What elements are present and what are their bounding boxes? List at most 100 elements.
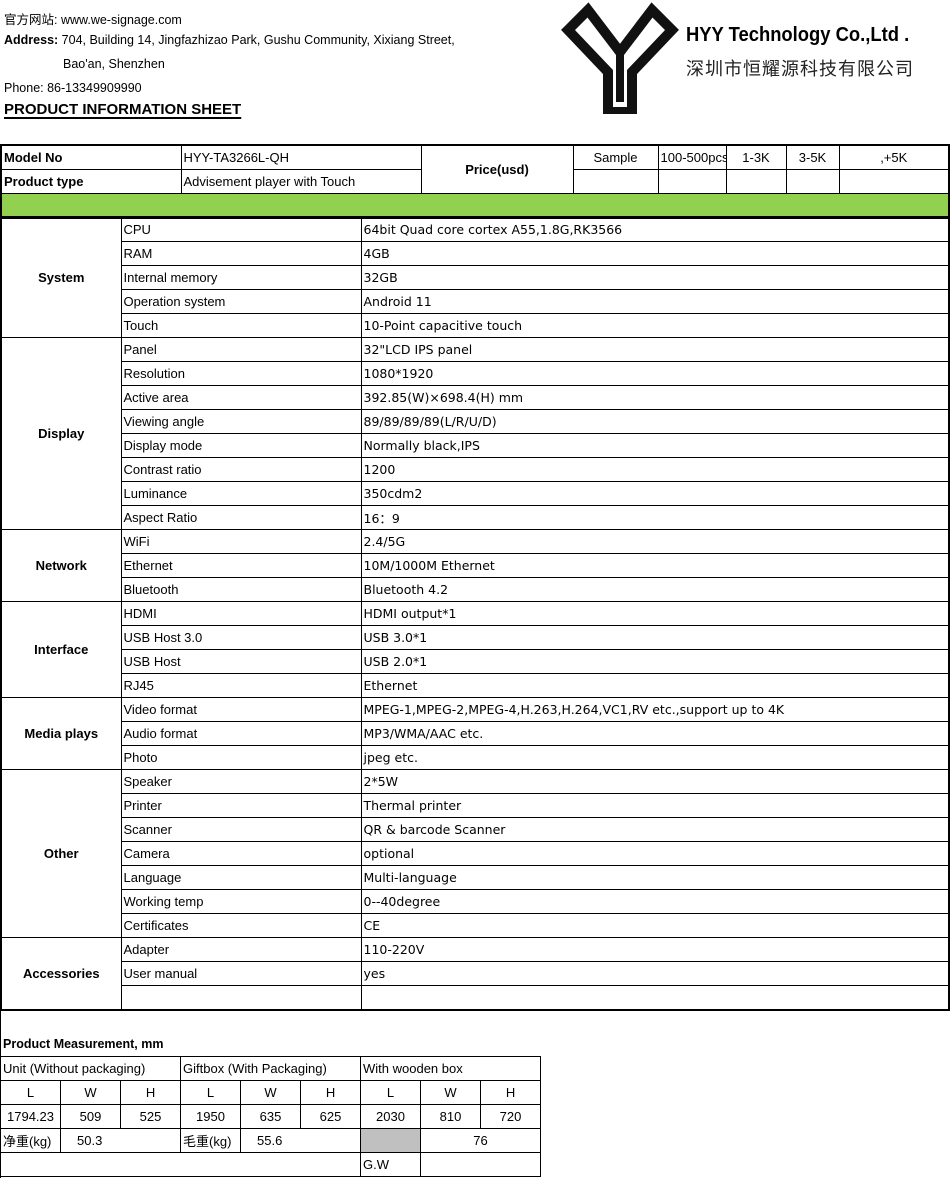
spec-value: 1200: [360, 457, 950, 482]
website-link[interactable]: www.we-signage.com: [60, 13, 182, 27]
spec-value: 2.4/5G: [360, 529, 950, 554]
spec-label: Working temp: [120, 889, 362, 914]
company-name-cn: 深圳市恒耀源科技有限公司: [686, 59, 914, 79]
spec-row: Display mode Normally black,IPS: [1, 433, 950, 458]
group-header: Giftbox (With Packaging): [180, 1056, 362, 1081]
spec-label: Speaker: [120, 769, 362, 794]
spec-label: Video format: [120, 697, 362, 722]
spec-row: System CPU 64bit Quad core cortex A55,1.8G…: [0, 216, 950, 338]
company-logo: [561, 2, 679, 114]
spec-label: Camera: [120, 841, 362, 866]
price-cell: [725, 169, 787, 194]
price-tier: 3-5K: [785, 144, 840, 170]
spec-label: Certificates: [120, 913, 362, 938]
spec-value: 16：9: [360, 505, 950, 530]
spec-row: Language Multi-language: [1, 865, 950, 890]
spec-label: RAM: [120, 241, 362, 266]
dimension-header: L: [0, 1080, 61, 1105]
dimension-value: 720: [480, 1104, 542, 1129]
spec-row: Active area 392.85(W)×698.4(H) mm: [1, 385, 950, 410]
spec-value: HDMI output*1: [360, 601, 950, 626]
spec-row: Working temp 0--40degree: [1, 889, 950, 914]
spec-row: RAM 4GB: [1, 241, 950, 266]
dimension-value: 635: [240, 1104, 302, 1129]
spec-value: 32"LCD IPS panel: [360, 337, 950, 362]
spec-value: 4GB: [360, 241, 950, 266]
section-band: [0, 193, 950, 219]
spec-row: Display Panel 32"LCD IPS panel: [0, 337, 950, 530]
spec-value: 64bit Quad core cortex A55,1.8G,RK3566: [360, 216, 950, 242]
spec-label: HDMI: [120, 601, 362, 626]
spec-table: System CPU 64bit Quad core cortex A55,1.8G…: [0, 216, 950, 1011]
price-cell: [838, 169, 950, 194]
page-title: PRODUCT INFORMATION SHEET: [4, 101, 242, 118]
spec-label: Printer: [120, 793, 362, 818]
spec-label: Active area: [120, 385, 362, 410]
price-tier: 1-3K: [725, 144, 787, 170]
spec-category: Network: [0, 529, 122, 602]
dimension-header: W: [420, 1080, 482, 1105]
net-weight-label: 净重(kg): [0, 1128, 61, 1153]
spec-row: Luminance 350cdm2: [1, 481, 950, 506]
spec-value: 10-Point capacitive touch: [360, 313, 950, 338]
spec-row: Interface HDMI HDMI output*1: [0, 601, 950, 698]
website-label: 官方网站:: [4, 13, 58, 27]
address-label: Address:: [4, 33, 59, 47]
price-tier: Sample: [572, 144, 659, 170]
spec-row: Viewing angle 89/89/89/89(L/R/U/D): [1, 409, 950, 434]
dimension-value: 525: [119, 1104, 182, 1129]
dimension-value: 2030: [360, 1104, 422, 1129]
model-value: HYY-TA3266L-QH: [180, 144, 422, 170]
type-value: Advisement player with Touch: [180, 169, 422, 194]
spec-value: 32GB: [360, 265, 950, 290]
spec-value: QR & barcode Scanner: [360, 817, 950, 842]
spec-value: USB 3.0*1: [360, 625, 950, 650]
spec-value: 0--40degree: [360, 889, 950, 914]
spec-value: 1080*1920: [360, 361, 950, 386]
group-header: Unit (Without packaging): [0, 1056, 182, 1081]
spec-row: Accessories Adapter 110-220V: [0, 937, 950, 1011]
dimension-header: W: [60, 1080, 121, 1105]
spec-label: Touch: [120, 313, 362, 338]
spec-value: 89/89/89/89(L/R/U/D): [360, 409, 950, 434]
spec-category: Accessories: [0, 937, 122, 1011]
spec-value: MP3/WMA/AAC etc.: [360, 721, 950, 746]
price-cell: [657, 169, 727, 194]
spec-value: MPEG-1,MPEG-2,MPEG-4,H.263,H.264,VC1,RV …: [360, 697, 950, 722]
spec-label: Scanner: [120, 817, 362, 842]
company-name-en: HYY Technology Co.,Ltd .: [686, 24, 910, 46]
dimension-header: L: [180, 1080, 242, 1105]
spec-value: yes: [360, 961, 950, 986]
spec-label: Display mode: [120, 433, 362, 458]
gross-weight-label: 毛重(kg): [180, 1128, 242, 1153]
dimension-value: 625: [300, 1104, 362, 1129]
spec-label: Adapter: [120, 937, 362, 962]
phone: Phone: 86-13349909990: [4, 81, 142, 95]
address-line: Address: 704, Building 14, Jingfazhizao …: [4, 33, 455, 47]
spec-label: Viewing angle: [120, 409, 362, 434]
dimension-header: H: [119, 1080, 182, 1105]
spec-label: USB Host 3.0: [120, 625, 362, 650]
spec-value: Bluetooth 4.2: [360, 577, 950, 602]
spec-category: Display: [0, 337, 122, 530]
dimension-value: 1794.23: [0, 1104, 61, 1129]
address-text: 704, Building 14, Jingfazhizao Park, Gus…: [61, 33, 455, 47]
model-label: Model No: [0, 144, 182, 170]
spec-label: [120, 985, 362, 1011]
spec-value: 110-220V: [360, 937, 950, 962]
address-line2: Bao'an, Shenzhen: [63, 57, 165, 71]
spec-value: 10M/1000M Ethernet: [360, 553, 950, 578]
spec-label: Aspect Ratio: [120, 505, 362, 530]
spec-label: CPU: [120, 216, 362, 242]
empty-cell: [0, 1152, 362, 1177]
spec-row: Resolution 1080*1920: [1, 361, 950, 386]
measurement-title: Product Measurement, mm: [3, 1037, 164, 1051]
spec-row: RJ45 Ethernet: [1, 673, 950, 698]
price-tier: ,+5K: [838, 144, 950, 170]
spec-row: USB Host USB 2.0*1: [1, 649, 950, 674]
gross-weight: 55.6: [240, 1128, 362, 1153]
spec-row: Ethernet 10M/1000M Ethernet: [1, 553, 950, 578]
spec-value: CE: [360, 913, 950, 938]
spec-label: User manual: [120, 961, 362, 986]
